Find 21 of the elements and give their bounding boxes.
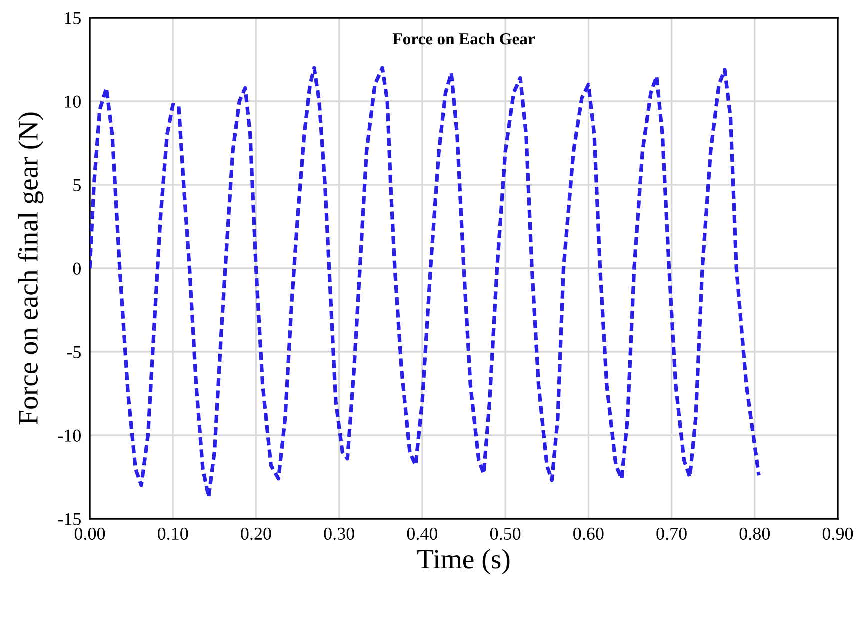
x-tick-label: 0.80 — [740, 528, 770, 540]
y-tick-label: -5 — [67, 346, 81, 358]
x-tick-label: 0.60 — [574, 528, 604, 540]
x-tick-label: 0.30 — [324, 528, 354, 540]
x-tick-label: 0.70 — [656, 528, 687, 540]
x-tick-label: 0.90 — [822, 528, 854, 540]
y-axis-title: Force on each final gear (N) — [18, 112, 44, 425]
x-tick-label: 0.50 — [490, 528, 521, 540]
y-tick-label: 5 — [74, 179, 81, 192]
x-tick-label: 0.20 — [241, 528, 272, 540]
x-tick-label: 0.10 — [158, 528, 188, 540]
line-series — [90, 66, 761, 500]
y-tick-label: 15 — [65, 12, 81, 24]
y-tick-label: 10 — [65, 96, 81, 108]
x-tick-label: 0.40 — [407, 528, 438, 540]
y-tick-label: -10 — [58, 430, 81, 442]
x-axis-title: Time (s) — [418, 549, 510, 574]
text: Force on Each Gear — [392, 32, 536, 45]
y-tick-label: 0 — [73, 262, 81, 275]
x-tick-label: 0.00 — [74, 528, 106, 540]
y-tick-label: -15 — [58, 513, 81, 526]
